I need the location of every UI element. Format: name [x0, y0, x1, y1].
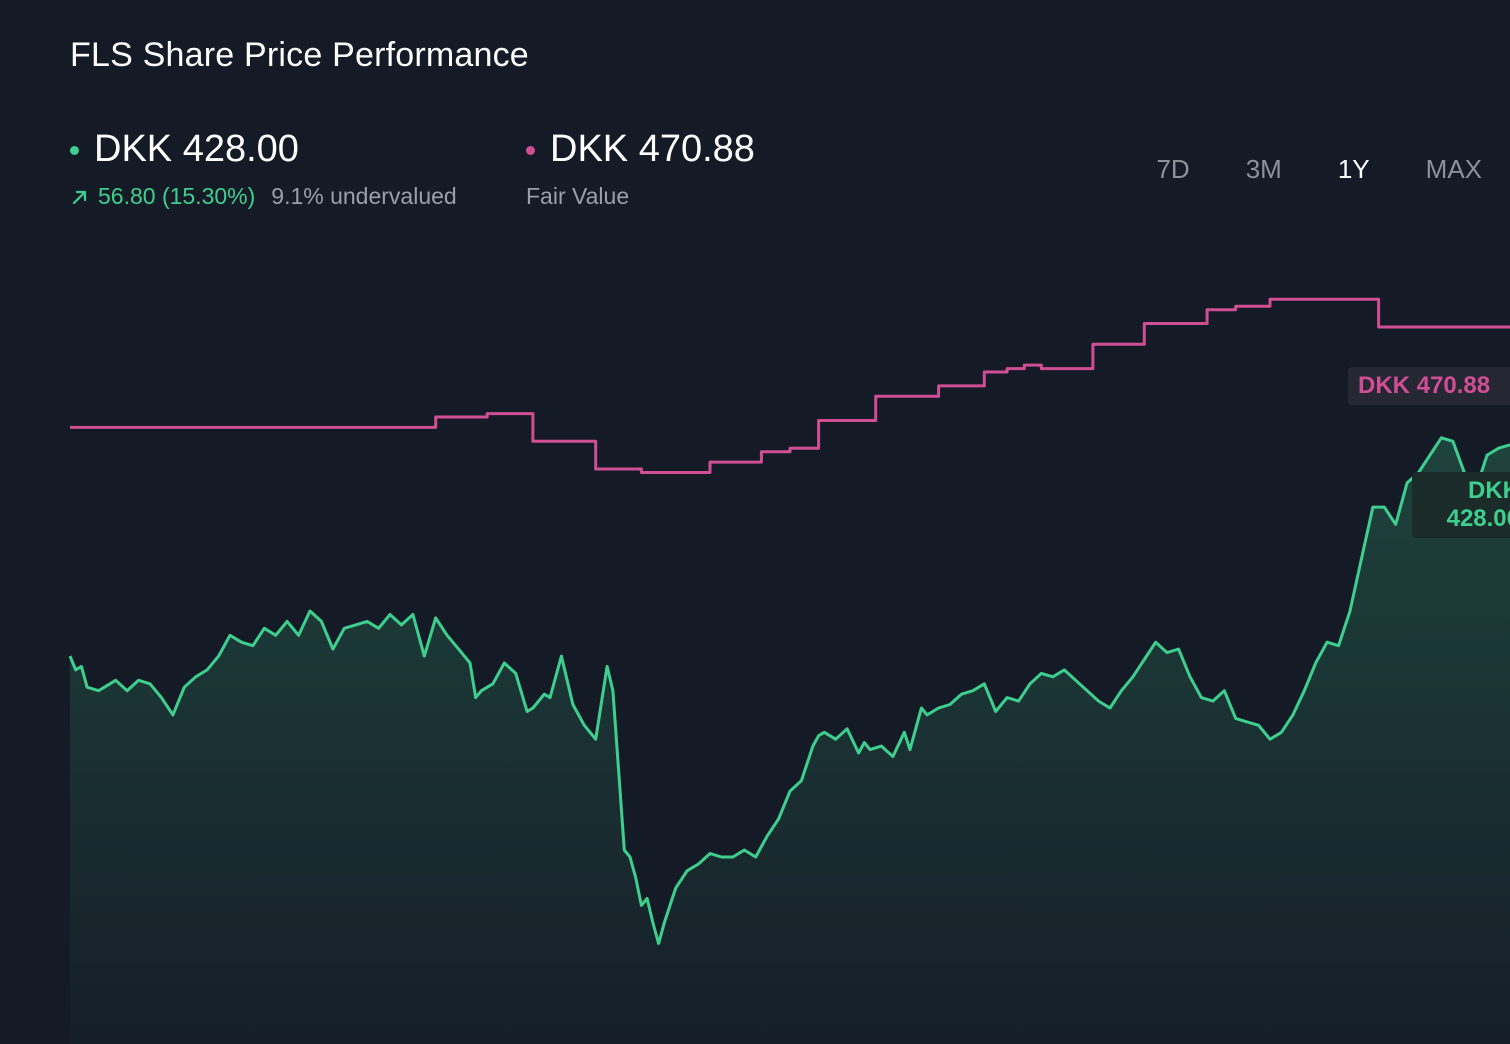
fair-value-label: Fair Value	[526, 183, 630, 209]
page-title: FLS Share Price Performance	[70, 36, 529, 74]
tab-max[interactable]: MAX	[1425, 154, 1482, 184]
tab-7d[interactable]: 7D	[1156, 154, 1190, 184]
price-legend-dot	[70, 146, 79, 155]
fair-value-legend-dot	[526, 146, 535, 155]
fair-value: DKK 470.88	[550, 128, 755, 170]
current-price: DKK 428.00	[94, 128, 299, 170]
share-price-line	[68, 436, 1510, 945]
price-change: 56.80 (15.30%)	[70, 183, 255, 210]
price-area-fill	[70, 437, 1510, 1044]
fair-value-end-label: DKK 470.88	[1348, 367, 1510, 405]
valuation-status: 9.1% undervalued	[271, 183, 457, 209]
price-summary: DKK 428.00 56.80 (15.30%) 9.1% undervalu…	[70, 128, 457, 210]
fair-value-line	[70, 297, 1510, 474]
price-end-label: DKK 428.00	[1412, 472, 1510, 538]
fair-value-summary: DKK 470.88 Fair Value	[526, 128, 755, 210]
time-range-tabs: 7D 3M 1Y MAX	[1100, 154, 1482, 185]
tab-3m[interactable]: 3M	[1245, 154, 1282, 184]
arrow-up-right-icon	[72, 190, 87, 204]
price-change-value: 56.80 (15.30%)	[98, 183, 256, 209]
tab-1y[interactable]: 1Y	[1337, 154, 1370, 184]
